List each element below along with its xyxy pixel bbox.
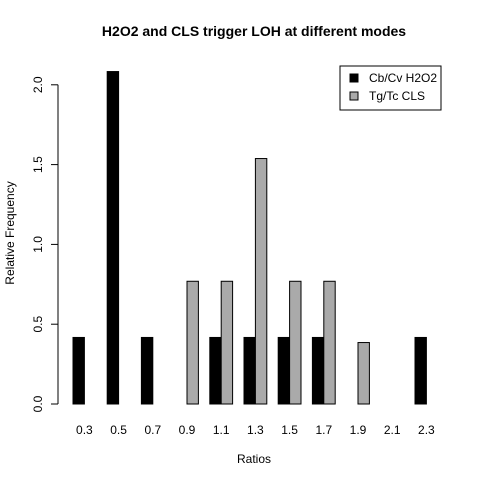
legend: Cb/Cv H2O2 Tg/Tc CLS xyxy=(339,65,442,111)
chart-title: H2O2 and CLS trigger LOH at different mo… xyxy=(102,23,406,39)
x-tick-label: 1.3 xyxy=(247,423,264,437)
y-tick-label: 1.5 xyxy=(31,156,45,173)
x-tick-label: 0.9 xyxy=(179,423,196,437)
bar-h2o2-1_1 xyxy=(209,336,222,405)
x-tick-label: 1.7 xyxy=(315,423,332,437)
y-tick-label: 0.5 xyxy=(31,316,45,333)
y-tick-label: 1.0 xyxy=(31,236,45,253)
y-tick-label: 0.0 xyxy=(31,395,45,412)
bar-h2o2-1_5 xyxy=(277,336,291,405)
y-tick-label: 2.0 xyxy=(31,76,45,93)
legend-swatch xyxy=(349,91,359,101)
bar-cls-0_9 xyxy=(186,280,199,405)
x-tick-label: 0.7 xyxy=(144,423,161,437)
bar-cls-1_3 xyxy=(254,158,268,405)
bars xyxy=(72,71,427,405)
x-axis-label: Ratios xyxy=(237,452,271,466)
bar-h2o2-1_7 xyxy=(311,336,325,405)
y-axis-label: Relative Frequency xyxy=(3,181,17,284)
x-tick-label: 1.9 xyxy=(350,423,367,437)
bar-cls-1_1 xyxy=(220,280,234,405)
x-tick-label: 1.5 xyxy=(281,423,298,437)
bar-h2o2-2_3 xyxy=(414,336,427,405)
bar-cls-1_9 xyxy=(357,342,370,405)
legend-label: Cb/Cv H2O2 xyxy=(369,71,437,85)
bar-cls-1_7 xyxy=(323,280,336,405)
bar-h2o2-0_7 xyxy=(140,336,154,405)
bar-cls-1_5 xyxy=(289,280,302,405)
bar-h2o2-0_5 xyxy=(106,71,120,405)
bar-h2o2-1_3 xyxy=(243,336,256,405)
bar-h2o2-0_3 xyxy=(72,336,85,405)
legend-label: Tg/Tc CLS xyxy=(369,89,425,103)
x-tick-labels: 0.3 0.5 0.7 0.9 1.1 1.3 1.5 1.7 1.9 2.1 2.3 xyxy=(76,423,435,437)
x-tick-label: 0.5 xyxy=(110,423,127,437)
x-tick-label: 2.1 xyxy=(384,423,401,437)
x-tick-label: 0.3 xyxy=(76,423,93,437)
y-axis: 0.0 0.5 1.0 1.5 2.0 xyxy=(31,76,59,412)
x-tick-label: 2.3 xyxy=(418,423,435,437)
x-tick-label: 1.1 xyxy=(213,423,230,437)
legend-swatch xyxy=(349,73,359,83)
legend-box xyxy=(339,65,442,111)
